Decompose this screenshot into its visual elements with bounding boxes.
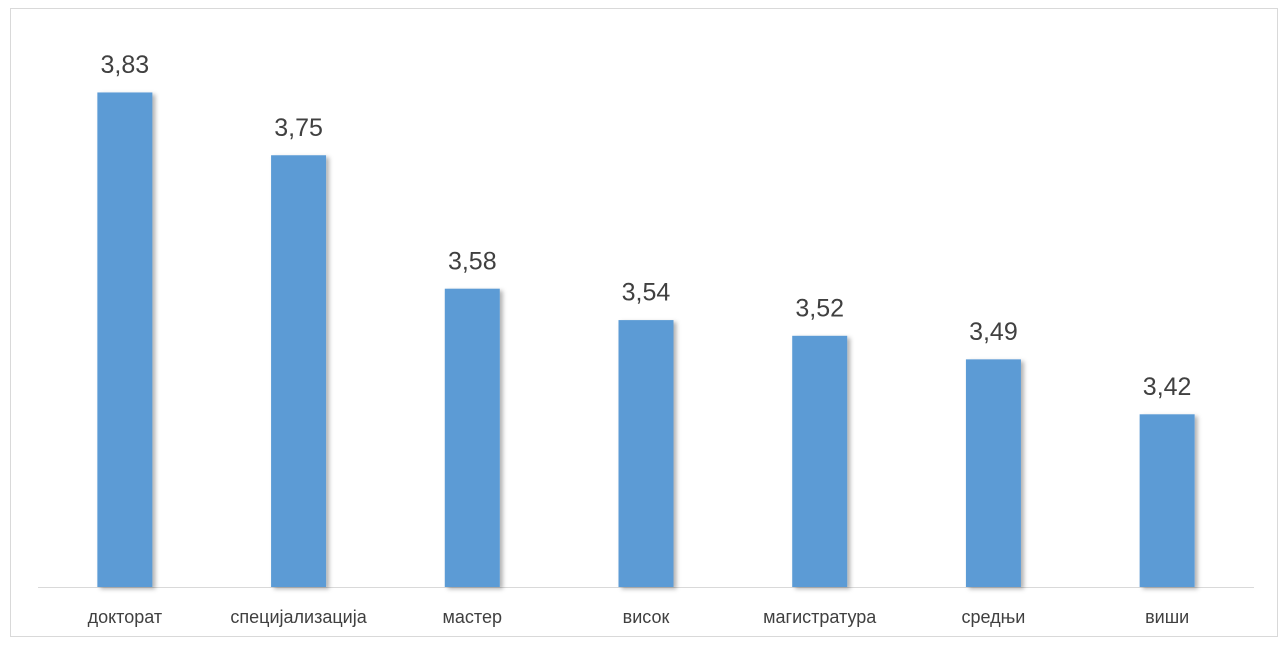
- value-label: 3,42: [1143, 373, 1192, 401]
- bar: [271, 155, 327, 587]
- bar: [792, 335, 848, 587]
- x-tick-label: специјализација: [230, 607, 367, 627]
- value-label: 3,54: [622, 279, 671, 307]
- value-label: 3,58: [448, 247, 497, 275]
- bar: [444, 288, 500, 587]
- value-label: 3,49: [969, 318, 1018, 346]
- value-label: 3,75: [274, 114, 323, 142]
- x-tick-label: мастер: [443, 607, 502, 627]
- x-tick-label: средњи: [962, 607, 1026, 627]
- x-tick-label: висок: [623, 607, 670, 627]
- bar: [97, 92, 153, 587]
- value-label: 3,52: [795, 294, 844, 322]
- x-tick-label: виши: [1145, 607, 1189, 627]
- value-label: 3,83: [101, 51, 150, 79]
- bar: [965, 359, 1021, 587]
- x-tick-label: докторат: [88, 607, 163, 627]
- x-tick-label: магистратура: [763, 607, 877, 627]
- bar: [1139, 414, 1195, 587]
- bar: [618, 320, 674, 587]
